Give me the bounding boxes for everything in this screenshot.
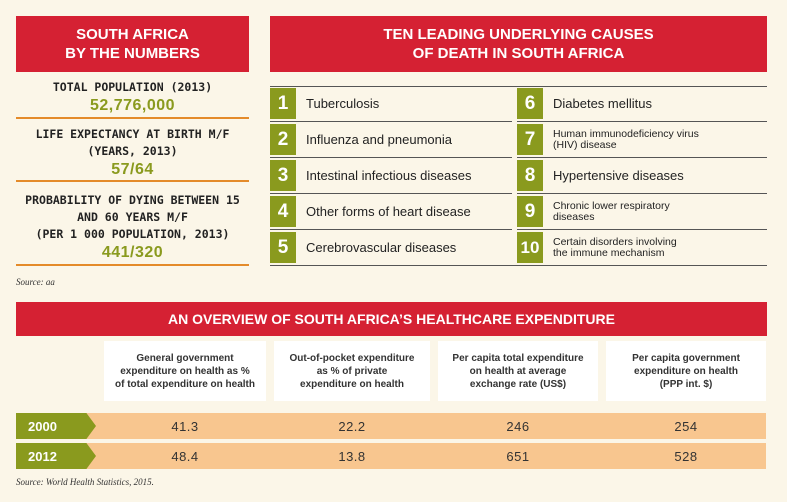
stats-title-bar: SOUTH AFRICA BY THE NUMBERS <box>16 16 249 72</box>
table-cell: 254 <box>674 418 698 434</box>
cause-item: 7 Human immunodeficiency virus (HIV) dis… <box>517 124 699 155</box>
table-cell: 528 <box>674 448 698 464</box>
cause-number: 9 <box>517 196 543 227</box>
cause-number: 3 <box>270 160 296 191</box>
table-cell: 246 <box>506 418 530 434</box>
cause-item: 4 Other forms of heart disease <box>270 196 471 227</box>
column-header: General government expenditure on health… <box>104 341 266 401</box>
stat-life-expectancy-label-2: (YEARS, 2013) <box>87 144 178 158</box>
column-header-line3: (PPP int. $) <box>659 378 713 390</box>
causes-divider <box>517 121 767 122</box>
cause-text-line2: the immune mechanism <box>553 246 665 259</box>
stat-mortality-label-3: (PER 1 000 POPULATION, 2013) <box>35 227 230 241</box>
cause-text-line1: Human immunodeficiency virus <box>553 127 699 140</box>
stats-title-line1: SOUTH AFRICA <box>76 26 189 43</box>
column-header: Per capita government expenditure on hea… <box>606 341 766 401</box>
stat-life-expectancy: LIFE EXPECTANCY AT BIRTH M/F (YEARS, 201… <box>16 122 249 182</box>
cause-number: 7 <box>517 124 543 155</box>
row-year: 2012 <box>16 443 96 469</box>
causes-divider <box>270 265 767 266</box>
stats-source: Source: aa <box>16 277 55 287</box>
cause-text: Diabetes mellitus <box>553 96 652 111</box>
cause-text-line2: diseases <box>553 210 595 223</box>
column-header-line2: on health at average <box>469 365 567 377</box>
table-row <box>16 443 766 469</box>
column-header-line3: exchange rate (US$) <box>469 378 567 390</box>
stat-population-label: TOTAL POPULATION (2013) <box>52 80 213 94</box>
causes-divider <box>270 121 512 122</box>
column-header-line2: expenditure on health as % <box>120 365 250 377</box>
causes-title-line1: TEN LEADING UNDERLYING CAUSES <box>383 26 654 43</box>
stat-mortality-value: 441/320 <box>101 244 164 261</box>
causes-divider <box>517 157 767 158</box>
expenditure-title-bar: AN OVERVIEW OF SOUTH AFRICA’S HEALTHCARE… <box>16 302 767 336</box>
cause-text: Hypertensive diseases <box>553 168 684 183</box>
causes-title-bar: TEN LEADING UNDERLYING CAUSES OF DEATH I… <box>270 16 767 72</box>
cause-text: Cerebrovascular diseases <box>306 240 457 255</box>
causes-divider <box>270 157 512 158</box>
table-cell: 22.2 <box>338 418 366 434</box>
cause-number: 10 <box>517 232 543 263</box>
column-header: Per capita total expenditure on health a… <box>438 341 598 401</box>
column-header: Out-of-pocket expenditure as % of privat… <box>274 341 430 401</box>
cause-number: 6 <box>517 88 543 119</box>
cause-text: Other forms of heart disease <box>306 204 471 219</box>
cause-item: 9 Chronic lower respiratory diseases <box>517 196 670 227</box>
causes-divider <box>517 229 767 230</box>
cause-number: 2 <box>270 124 296 155</box>
causes-title-line2: OF DEATH IN SOUTH AFRICA <box>412 45 625 62</box>
column-header-line2: expenditure on health <box>634 365 738 377</box>
column-header-line3: expenditure on health <box>300 378 404 390</box>
column-header-line2: as % of private <box>316 365 388 377</box>
table-cell: 13.8 <box>338 448 366 464</box>
cause-item: 2 Influenza and pneumonia <box>270 124 452 155</box>
stat-mortality-label-2: AND 60 YEARS M/F <box>77 210 188 224</box>
causes-divider <box>270 229 512 230</box>
cause-item: 6 Diabetes mellitus <box>517 88 652 119</box>
cause-text: Tuberculosis <box>306 96 380 111</box>
cause-number: 1 <box>270 88 296 119</box>
stat-life-expectancy-value: 57/64 <box>111 161 154 178</box>
table-cell: 48.4 <box>171 448 199 464</box>
column-header-line3: of total expenditure on health <box>114 378 255 390</box>
stats-title-line2: BY THE NUMBERS <box>65 45 200 62</box>
causes-divider <box>270 86 767 87</box>
cause-text-line1: Certain disorders involving <box>553 235 677 248</box>
stat-mortality: PROBABILITY OF DYING BETWEEN 15 AND 60 Y… <box>16 186 249 266</box>
cause-text-line1: Chronic lower respiratory <box>553 199 670 212</box>
causes-divider <box>517 193 767 194</box>
cause-text: Certain disorders involving the immune m… <box>543 235 677 259</box>
cause-item: 5 Cerebrovascular diseases <box>270 232 456 263</box>
cause-number: 5 <box>270 232 296 263</box>
table-cell: 41.3 <box>171 418 199 434</box>
cause-number: 8 <box>517 160 543 191</box>
table-cell: 651 <box>506 448 530 464</box>
cause-item: 3 Intestinal infectious diseases <box>270 160 471 191</box>
cause-item: 10 Certain disorders involving the immun… <box>517 232 677 263</box>
cause-item: 1 Tuberculosis <box>270 88 379 119</box>
cause-text: Chronic lower respiratory diseases <box>543 199 670 223</box>
column-header-line1: Per capita total expenditure <box>452 352 584 364</box>
cause-text: Influenza and pneumonia <box>306 132 453 147</box>
column-header-line1: General government <box>136 352 234 364</box>
stat-population: TOTAL POPULATION (2013) 52,776,000 <box>16 76 249 119</box>
cause-item: 8 Hypertensive diseases <box>517 160 684 191</box>
cause-number: 4 <box>270 196 296 227</box>
column-header-line1: Out-of-pocket expenditure <box>289 352 415 364</box>
stat-population-value: 52,776,000 <box>89 97 176 114</box>
row-year: 2000 <box>16 413 96 439</box>
cause-text: Intestinal infectious diseases <box>306 168 472 183</box>
expenditure-source: Source: World Health Statistics, 2015. <box>16 477 154 487</box>
stat-mortality-label-1: PROBABILITY OF DYING BETWEEN 15 <box>25 193 240 207</box>
stat-life-expectancy-label-1: LIFE EXPECTANCY AT BIRTH M/F <box>35 127 230 141</box>
table-row <box>16 413 766 439</box>
column-header-line1: Per capita government <box>632 352 740 364</box>
causes-divider <box>270 193 512 194</box>
cause-text: Human immunodeficiency virus (HIV) disea… <box>543 127 699 151</box>
cause-text-line2: (HIV) disease <box>553 138 617 151</box>
